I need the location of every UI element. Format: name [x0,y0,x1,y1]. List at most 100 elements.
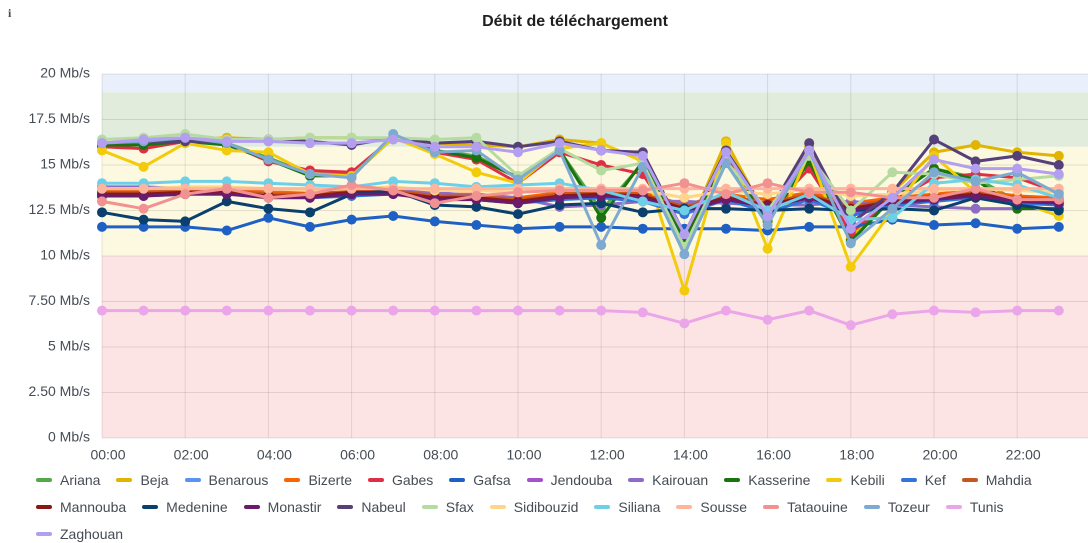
data-point [513,198,523,209]
legend-label: Benarous [208,472,269,488]
legend-item[interactable]: Jendouba [526,470,613,490]
legend-item[interactable]: Bizerte [284,470,352,490]
data-point [513,187,523,198]
data-point [721,138,731,149]
data-point [305,189,315,200]
legend-label: Gabes [392,472,434,488]
data-point [596,185,607,196]
data-point [637,223,648,234]
legend-swatch [945,505,962,509]
legend-item[interactable]: Monastir [243,497,321,517]
series [97,178,1064,214]
legend-item[interactable]: Nabeul [337,497,406,517]
legend-item[interactable]: Kef [900,470,946,490]
data-point [471,167,482,178]
legend-swatch [36,532,52,536]
info-icon[interactable]: i [8,6,12,20]
legend-swatch [676,505,693,509]
series-line [102,309,1059,327]
legend-swatch [900,478,917,482]
data-point [970,190,981,201]
legend-item[interactable]: Gafsa [449,470,511,490]
data-point [138,214,149,225]
data-point [1053,150,1064,161]
data-point [263,154,274,165]
data-point [637,196,648,207]
legend-item[interactable]: Tataouine [763,497,848,517]
legend-swatch [724,478,741,482]
data-point [305,169,315,180]
legend-item[interactable]: Gabes [368,470,433,490]
data-point [388,210,399,221]
data-point [97,221,107,232]
legend-item[interactable]: Tozeur [863,497,930,517]
data-point [429,216,440,227]
data-point [471,220,482,231]
data-point [637,185,648,196]
data-point [429,141,440,152]
data-point [97,138,107,149]
legend-item[interactable]: Beja [116,470,169,490]
data-point [221,225,232,236]
legend-swatch [184,478,201,482]
data-point [305,207,315,218]
data-point [637,161,648,172]
data-point [721,147,731,158]
legend-item[interactable]: Kairouan [628,470,708,490]
legend-item[interactable]: Mahdia [961,470,1032,490]
legend: Ariana Beja Benarous Bizerte Gabes Gafsa Jendo… [36,470,1086,543]
data-point [221,183,232,194]
legend-label: Zaghouan [60,526,124,542]
legend-item[interactable]: Kasserine [724,470,810,490]
data-point [679,285,690,296]
legend-item[interactable]: Siliana [594,497,660,517]
data-point [221,305,232,316]
x-tick-label: 08:00 [423,447,458,463]
legend-item[interactable]: Kebili [826,470,885,490]
data-point [554,305,565,316]
legend-item[interactable]: Zaghouan [36,524,123,543]
series [97,210,1064,236]
legend-label: Tunis [969,499,1004,515]
legend-item[interactable]: Sidibouzid [489,497,578,517]
data-point [138,190,149,201]
data-point [97,183,107,194]
data-point [804,305,815,316]
data-point [471,201,482,212]
data-point [637,307,648,318]
data-point [1053,305,1064,316]
data-point [929,220,939,231]
data-point [221,196,232,207]
x-tick-label: 16:00 [756,447,791,463]
series-line [102,214,1059,233]
legend-item[interactable]: Sousse [676,497,747,517]
legend-label: Kebili [850,472,885,488]
legend-label: Jendouba [550,472,613,488]
legend-item[interactable]: Ariana [36,470,100,490]
legend-item[interactable]: Medenine [142,497,228,517]
data-point [1012,194,1023,205]
data-point [929,305,939,316]
data-point [887,183,898,194]
data-point [721,189,731,200]
data-point [97,207,107,218]
legend-item[interactable]: Sfax [421,497,474,517]
x-tick-label: 14:00 [673,447,708,463]
legend-label: Sfax [445,499,474,515]
x-tick-label: 02:00 [174,447,209,463]
data-point [263,203,274,214]
data-point [346,180,357,191]
legend-item[interactable]: Mannouba [36,497,126,517]
data-point [513,174,523,185]
legend-item[interactable]: Benarous [184,470,269,490]
data-point [970,156,981,167]
data-point [804,145,815,156]
legend-item[interactable]: Tunis [945,497,1004,517]
data-point [1053,221,1064,232]
threshold-band [102,74,1088,93]
data-point [180,176,191,187]
data-point [970,307,981,318]
legend-label: Ariana [60,472,101,488]
data-point [1053,189,1064,200]
legend-label: Siliana [618,499,661,515]
